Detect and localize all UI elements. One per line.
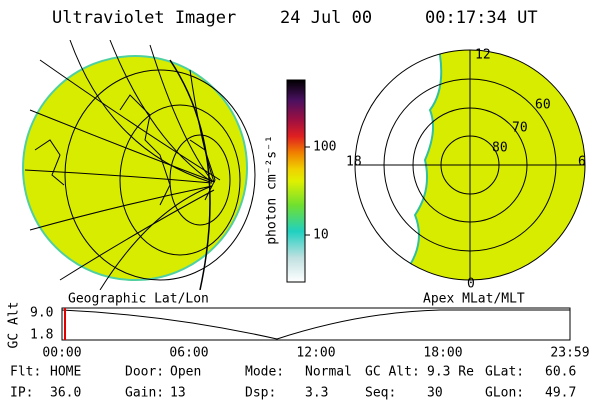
colorbar-label: photon cm⁻²s⁻¹	[265, 135, 280, 245]
field-label: Mode:	[245, 365, 284, 380]
colorbar	[286, 79, 306, 283]
footer: Flt: HOME Door: Open Mode: Normal GC Alt: 9.3 R…	[10, 365, 576, 400]
colorbar-tick: 10	[313, 228, 329, 243]
timeline-xtick: 18:00	[423, 346, 462, 361]
timeline-ytick: 9.0	[30, 306, 53, 321]
field-label: Dsp:	[245, 386, 276, 400]
polar-label: Apex MLat/MLT	[423, 292, 525, 307]
date: 24 Jul 00	[280, 8, 372, 28]
field-value: 60.6	[545, 365, 576, 380]
timeline-xtick: 23:59	[550, 346, 589, 361]
field-label: Gain:	[125, 386, 164, 400]
lat-label: 60	[535, 98, 551, 113]
field-label: Door:	[125, 365, 164, 380]
field-value: 49.7	[545, 386, 576, 400]
mlt-label: 12	[475, 48, 491, 63]
field-label: IP:	[10, 386, 33, 400]
timeline-xtick: 00:00	[42, 346, 81, 361]
field-value: Open	[170, 365, 201, 380]
polar-grid	[354, 49, 586, 281]
field-label: Seq:	[365, 386, 396, 400]
timeline-ytick: 1.8	[30, 328, 53, 343]
geo-map	[22, 40, 256, 290]
timeline-box	[61, 307, 571, 341]
geo-label: Geographic Lat/Lon	[68, 292, 209, 307]
field-value: 13	[170, 386, 186, 400]
field-label: GC Alt:	[365, 365, 420, 380]
time: 00:17:34 UT	[425, 8, 538, 28]
mlt-label: 18	[346, 155, 362, 170]
timeline-xtick: 12:00	[296, 346, 335, 361]
timeline-axis-label: GC Alt	[7, 302, 22, 349]
field-value: HOME	[50, 365, 81, 380]
title: Ultraviolet Imager	[52, 8, 236, 28]
altitude-curve	[61, 309, 570, 340]
field-label: GLat:	[485, 365, 524, 380]
field-value: 3.3	[305, 386, 328, 400]
mlt-label: 6	[578, 155, 586, 170]
lat-label: 80	[492, 141, 508, 156]
field-value: Normal	[305, 365, 352, 380]
field-value: 30	[427, 386, 443, 400]
field-value: 36.0	[50, 386, 81, 400]
field-value: 9.3 Re	[427, 365, 474, 380]
field-label: GLon:	[485, 386, 524, 400]
field-label: Flt:	[10, 365, 41, 380]
mlt-label: 0	[467, 277, 475, 292]
lat-label: 70	[512, 121, 528, 136]
timeline-xtick: 06:00	[169, 346, 208, 361]
colorbar-tick: 100	[313, 140, 336, 155]
